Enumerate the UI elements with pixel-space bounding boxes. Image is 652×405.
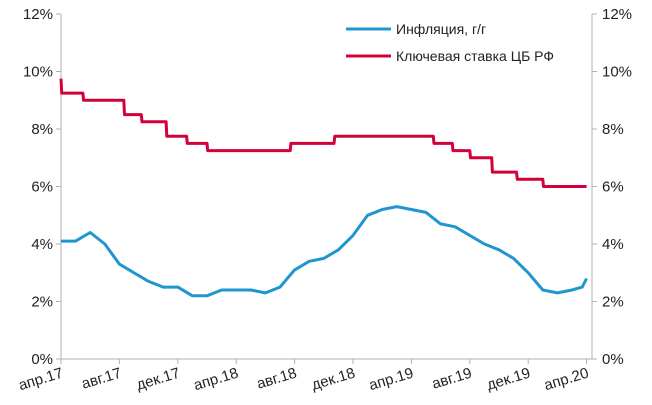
y-left-tick-label: 8% (31, 121, 53, 138)
x-tick-label: авг.19 (430, 365, 474, 393)
y-axis-left-ticks: 0% 2% 4% 6% 8% 10% 12% (23, 6, 61, 368)
plot-area (60, 14, 593, 360)
x-tick-label: апр.18 (192, 365, 241, 395)
y-right-tick-label: 8% (602, 121, 624, 138)
y-right-tick-label: 2% (602, 294, 624, 311)
x-tick-label: дек.19 (485, 365, 533, 394)
y-left-tick-label: 2% (31, 294, 53, 311)
x-tick-label: апр.20 (542, 365, 591, 395)
x-tick-label: апр.17 (17, 365, 66, 395)
y-right-tick-label: 4% (602, 236, 624, 253)
y-right-tick-label: 6% (602, 179, 624, 196)
series-group (59, 78, 588, 298)
legend: Инфляция, г/г Ключевая ставка ЦБ РФ (346, 21, 554, 64)
series-line-inflation (61, 205, 588, 298)
x-tick-label: авг.17 (80, 365, 124, 393)
y-right-tick-label: 0% (602, 351, 624, 368)
y-right-tick-label: 12% (602, 6, 632, 23)
x-tick-label: дек.17 (134, 365, 182, 394)
x-tick-label: авг.18 (255, 365, 299, 393)
series-line-key-rate (59, 78, 587, 188)
legend-label-key-rate: Ключевая ставка ЦБ РФ (396, 48, 554, 64)
x-tick-label: дек.18 (310, 365, 358, 394)
x-tick-label: апр.19 (367, 365, 416, 395)
y-axis-right-ticks: 0% 2% 4% 6% 8% 10% 12% (592, 6, 632, 368)
x-axis-ticks: апр.17 авг.17 дек.17 апр.18 авг.18 дек.18 апр.… (17, 359, 591, 394)
y-left-tick-label: 4% (31, 236, 53, 253)
legend-label-inflation: Инфляция, г/г (396, 21, 486, 37)
y-left-tick-label: 12% (23, 6, 53, 23)
y-left-tick-label: 0% (31, 351, 53, 368)
y-right-tick-label: 10% (602, 64, 632, 81)
y-left-tick-label: 10% (23, 64, 53, 81)
y-left-tick-label: 6% (31, 179, 53, 196)
